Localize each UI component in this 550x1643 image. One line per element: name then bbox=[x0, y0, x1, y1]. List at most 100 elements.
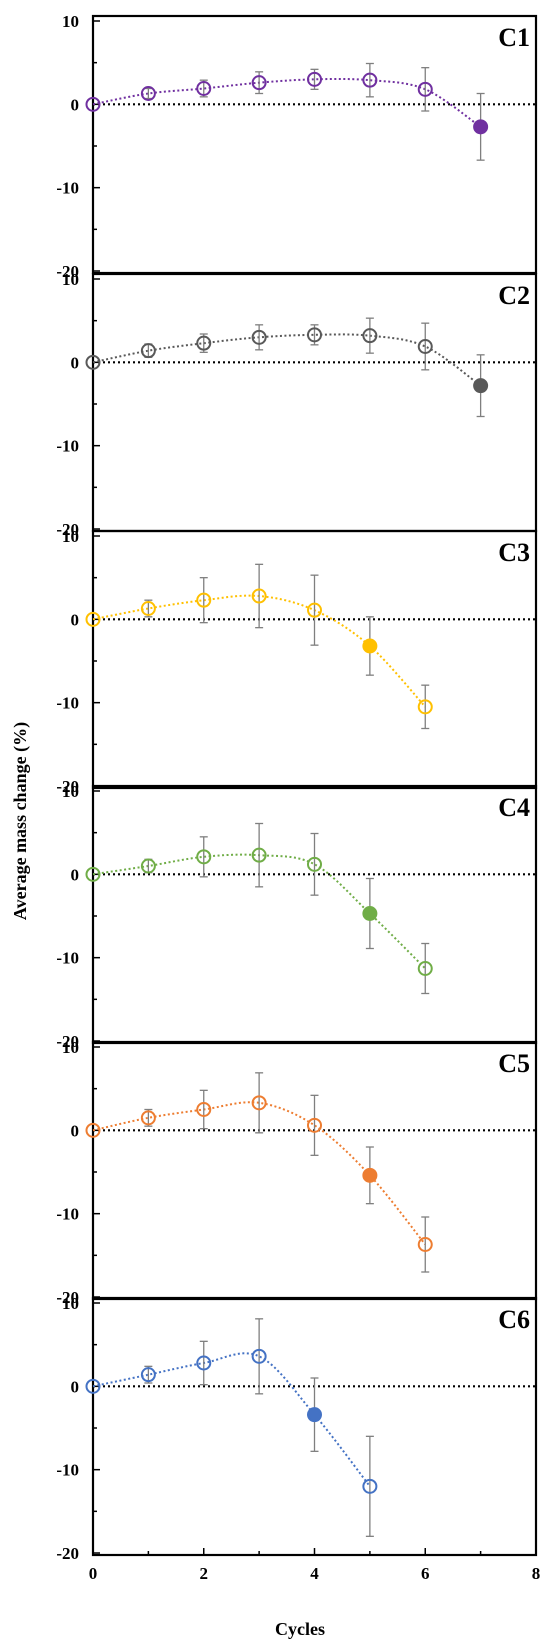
data-point bbox=[85, 354, 101, 370]
y-tick-label: 10 bbox=[62, 527, 79, 546]
panel-frame bbox=[91, 784, 538, 1045]
x-tick-label: 0 bbox=[89, 1564, 98, 1583]
y-tick-label: 0 bbox=[71, 1121, 80, 1140]
error-bar bbox=[199, 1089, 208, 1130]
y-tick-label: 10 bbox=[62, 12, 79, 31]
x-axis-title: Cycles bbox=[275, 1619, 325, 1639]
y-tick-label: 0 bbox=[71, 353, 80, 372]
data-point bbox=[362, 328, 378, 344]
x-tick-label: 8 bbox=[532, 1564, 541, 1583]
data-point bbox=[140, 343, 156, 359]
y-tick-label: -20 bbox=[56, 1288, 79, 1307]
series-trend-line bbox=[92, 1101, 427, 1246]
data-point bbox=[85, 611, 101, 627]
error-bar bbox=[255, 822, 264, 888]
data-point-filled bbox=[362, 906, 378, 921]
data-point bbox=[417, 339, 433, 354]
panel-label: C2 bbox=[498, 281, 530, 310]
error-bar bbox=[421, 67, 430, 112]
data-point bbox=[251, 847, 267, 863]
y-tick-label: -10 bbox=[56, 694, 79, 713]
data-point-filled bbox=[307, 1407, 322, 1423]
y-tick-label: -20 bbox=[56, 520, 79, 539]
error-bar bbox=[365, 317, 374, 354]
data-point bbox=[362, 1478, 378, 1494]
data-point bbox=[140, 86, 156, 101]
panel-c5: 10 0 -10 -20 C5 bbox=[56, 1038, 538, 1307]
y-tick-label: -10 bbox=[56, 437, 79, 456]
data-point bbox=[196, 849, 212, 865]
data-point bbox=[140, 1367, 156, 1383]
data-point bbox=[307, 327, 322, 343]
y-tick-label: -10 bbox=[56, 179, 79, 198]
error-bar bbox=[421, 322, 430, 371]
data-point-filled bbox=[473, 119, 489, 135]
panel-frame bbox=[91, 1040, 538, 1301]
data-point bbox=[417, 1237, 433, 1252]
panel-c6: 10 0 -10 -20 C6 bbox=[56, 1294, 538, 1563]
data-point bbox=[196, 335, 212, 351]
data-point bbox=[140, 858, 156, 874]
y-tick-label: 0 bbox=[71, 610, 80, 629]
data-point bbox=[85, 1122, 101, 1138]
error-bar bbox=[255, 1318, 264, 1395]
data-point-filled bbox=[362, 1167, 378, 1183]
panels-layer: 10 0 -10 -20 C1 10 0 -10 -20 C2 10 0 -10 -20 C3 10 0 -10 -… bbox=[56, 12, 538, 1563]
y-tick-label: -20 bbox=[56, 1544, 79, 1563]
y-tick-label: -10 bbox=[56, 1461, 79, 1480]
data-point bbox=[251, 588, 267, 604]
data-point bbox=[140, 1110, 156, 1126]
error-bar bbox=[255, 563, 264, 629]
error-bar bbox=[421, 1216, 430, 1273]
error-bar bbox=[365, 1435, 374, 1537]
panel-frame bbox=[91, 14, 538, 275]
panel-c1: 10 0 -10 -20 C1 bbox=[56, 12, 538, 281]
data-point bbox=[251, 75, 267, 91]
x-tick-label: 6 bbox=[421, 1564, 430, 1583]
data-point bbox=[251, 1348, 267, 1364]
data-point bbox=[362, 72, 378, 88]
panel-label: C4 bbox=[498, 793, 530, 822]
error-bar bbox=[310, 574, 319, 646]
data-point bbox=[417, 81, 433, 97]
data-point bbox=[140, 601, 156, 616]
data-point bbox=[251, 1095, 267, 1111]
data-point bbox=[307, 71, 322, 87]
data-point bbox=[196, 1102, 212, 1117]
data-point bbox=[196, 1355, 212, 1371]
error-bar bbox=[199, 836, 208, 878]
y-tick-label: -20 bbox=[56, 262, 79, 281]
series-trend-line bbox=[92, 594, 427, 708]
y-tick-label: -10 bbox=[56, 949, 79, 968]
panel-c3: 10 0 -10 -20 C3 bbox=[56, 527, 538, 796]
data-point bbox=[251, 329, 267, 345]
data-point bbox=[196, 81, 212, 96]
data-point bbox=[85, 866, 101, 882]
panel-label: C3 bbox=[498, 538, 530, 567]
x-axis: 0 2 4 6 8 bbox=[89, 1548, 541, 1583]
panel-label: C5 bbox=[498, 1049, 530, 1078]
panel-label: C1 bbox=[498, 23, 530, 52]
data-point bbox=[417, 699, 433, 715]
y-tick-label: 0 bbox=[71, 865, 80, 884]
data-point bbox=[417, 961, 433, 976]
data-point bbox=[307, 1117, 322, 1133]
error-bar bbox=[421, 942, 430, 995]
panel-frame bbox=[91, 272, 538, 533]
data-point bbox=[85, 1378, 101, 1394]
y-tick-label: 0 bbox=[71, 1377, 80, 1396]
y-tick-label: 10 bbox=[62, 782, 79, 801]
y-tick-label: -20 bbox=[56, 1032, 79, 1051]
y-tick-label: -20 bbox=[56, 777, 79, 796]
x-tick-label: 2 bbox=[200, 1564, 209, 1583]
data-point bbox=[307, 602, 322, 618]
panel-label: C6 bbox=[498, 1305, 530, 1334]
y-tick-label: 10 bbox=[62, 1038, 79, 1057]
data-point bbox=[85, 96, 101, 112]
series-trend-line bbox=[92, 1352, 371, 1487]
y-axis-title: Average mass change (%) bbox=[10, 722, 31, 920]
data-point-filled bbox=[473, 378, 489, 394]
panel-c2: 10 0 -10 -20 C2 bbox=[56, 270, 538, 539]
x-tick-label: 4 bbox=[310, 1564, 319, 1583]
